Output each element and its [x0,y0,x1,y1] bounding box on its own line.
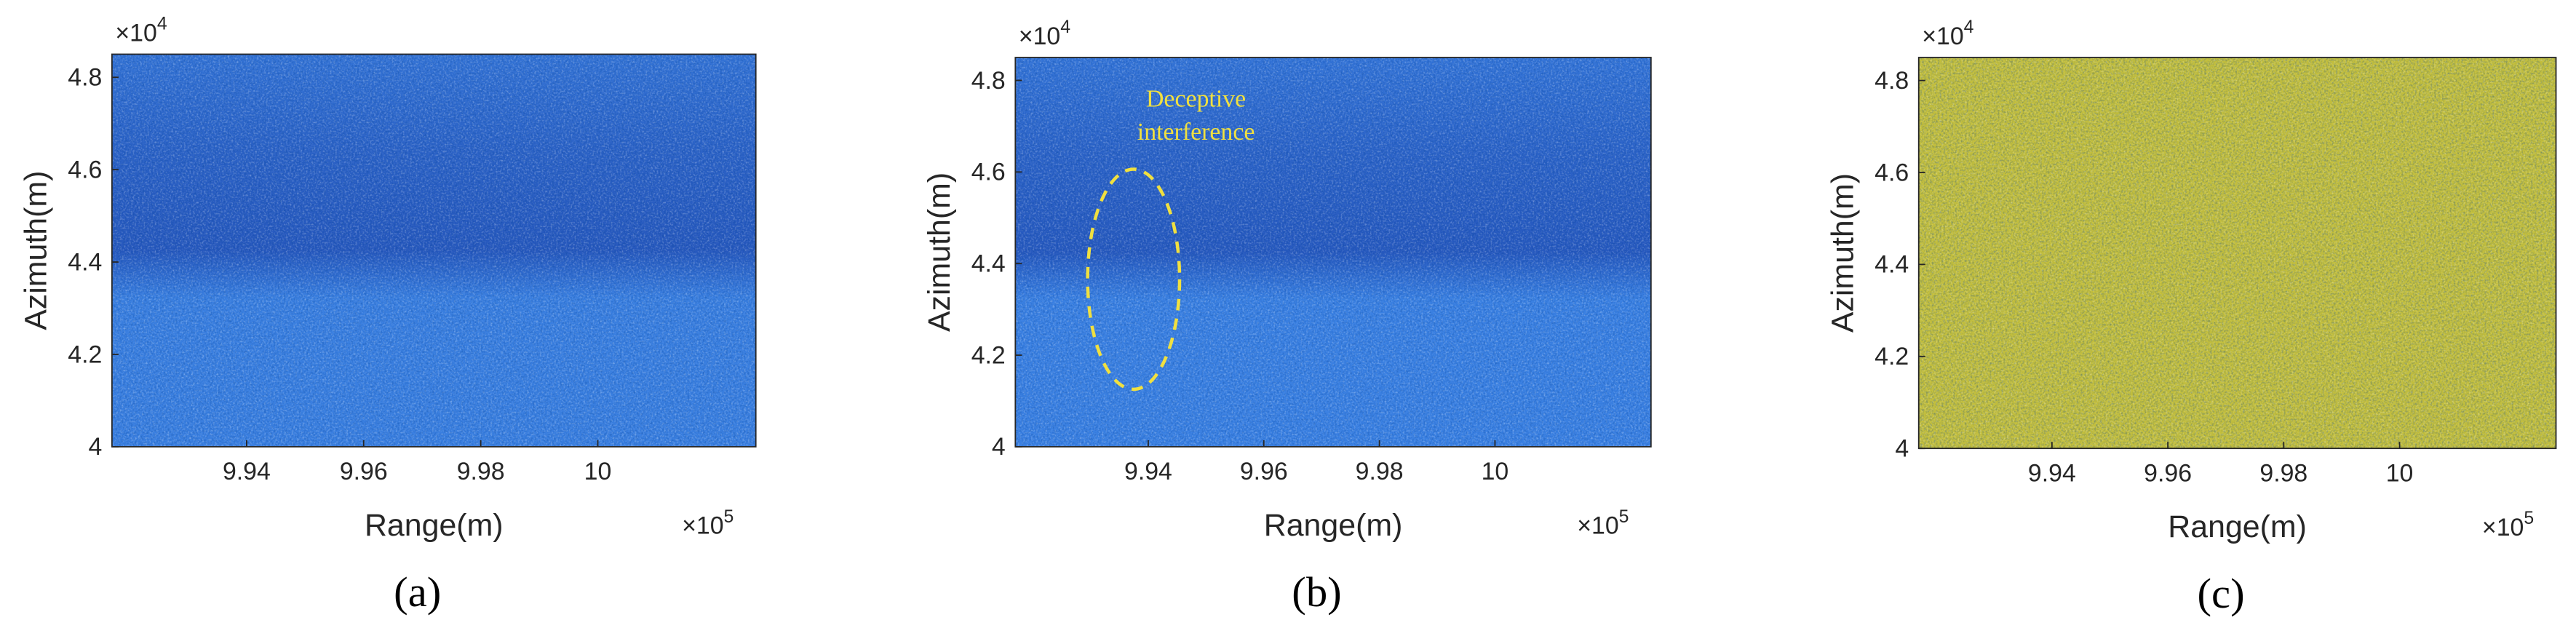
y-tick-label: 4 [89,433,103,461]
y-tick-label: 4.8 [971,67,1006,95]
y-axis-label: Azimuth(m) [1825,173,1860,333]
x-tick-label: 9.94 [2028,459,2076,487]
y-axis-label: Azimuth(m) [922,172,957,332]
panel-label: (a) [394,568,441,616]
axes-box [111,53,757,448]
exponent-base: ×10 [1577,512,1618,540]
y-tick-label: 4.6 [971,159,1006,186]
x-axis-label: Range(m) [1264,508,1403,543]
y-axis-label: Azimuth(m) [19,171,54,330]
exponent-power: 5 [1619,507,1629,527]
y-tick-label: 4.2 [1875,343,1909,370]
image-speckle-dark [1918,57,2556,449]
y-tick-label: 4 [992,433,1006,461]
exponent-power: 4 [157,15,167,34]
y-tick-label: 4.8 [1875,67,1909,95]
image-speckle-dark [111,54,756,447]
x-tick-label: 9.96 [340,458,388,485]
x-axis-label: Range(m) [2168,509,2307,544]
exponent-base: ×10 [1922,23,1963,50]
x-tick-label: 9.96 [1240,458,1288,485]
exponent-label: ×105 [1577,507,1629,540]
exponent-power: 4 [1964,17,1974,37]
exponent-label: ×105 [682,507,734,540]
x-axis-label: Range(m) [365,508,504,543]
y-tick-label: 4 [1895,434,1909,462]
exponent-label: ×104 [1019,17,1070,50]
x-tick-label: 9.96 [2144,459,2192,487]
annotation-ellipse [1086,167,1182,391]
y-tick-label: 4.4 [971,250,1006,277]
exponent-label: ×104 [1922,17,1973,50]
x-tick-label: 9.94 [1124,458,1172,485]
axes-box [1917,57,2557,450]
x-tick-label: 9.98 [1356,458,1404,485]
y-tick-label: 4.4 [68,248,102,276]
y-tick-label: 4.6 [1875,159,1909,186]
exponent-power: 4 [1060,17,1070,37]
panel-label: (b) [1292,568,1341,616]
axes-box [1014,57,1652,448]
x-tick-label: 10 [2386,459,2414,487]
y-tick-label: 4.6 [68,156,102,183]
image-speckle-dark [1015,57,1651,447]
annotation-text: Deceptive [1146,86,1246,113]
exponent-base: ×10 [115,19,156,47]
panel-label: (c) [2197,570,2244,617]
exponent-base: ×10 [2482,514,2524,541]
y-tick-label: 4.4 [1875,251,1909,279]
y-tick-label: 4.2 [971,341,1006,369]
y-tick-label: 4.2 [68,341,102,368]
exponent-base: ×10 [1019,23,1060,50]
exponent-power: 5 [2524,509,2534,528]
exponent-label: ×104 [115,15,167,47]
exponent-label: ×105 [2482,509,2534,541]
x-tick-label: 10 [584,458,612,485]
exponent-power: 5 [724,507,734,527]
x-tick-label: 9.94 [223,458,271,485]
y-tick-label: 4.8 [68,64,102,92]
annotation-text: interference [1137,119,1255,146]
x-tick-label: 9.98 [457,458,505,485]
x-tick-label: 9.98 [2259,459,2307,487]
x-tick-label: 10 [1482,458,1509,485]
exponent-base: ×10 [682,512,723,540]
